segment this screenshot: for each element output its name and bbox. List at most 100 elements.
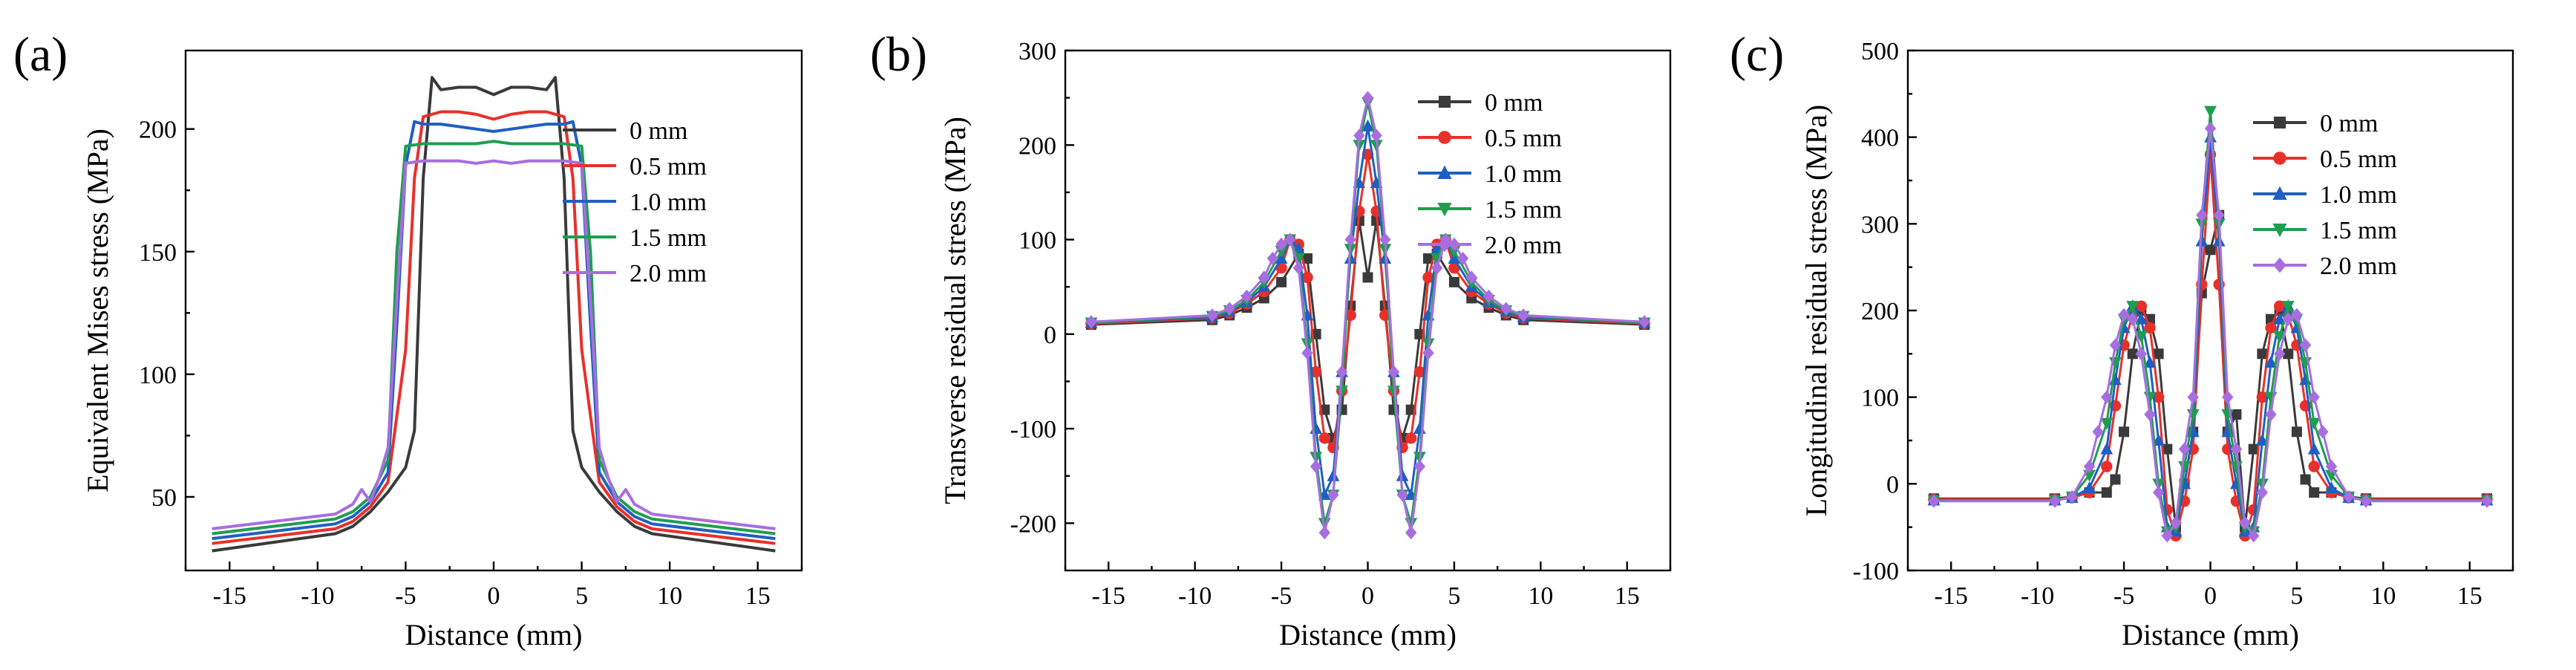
data-point (2281, 301, 2295, 313)
data-point (2134, 331, 2148, 344)
data-point (1362, 272, 1373, 283)
data-point (1310, 366, 1322, 378)
series-2-0-mm (1085, 91, 1650, 540)
series-line (212, 76, 776, 553)
data-point (2308, 461, 2320, 472)
data-point (1327, 469, 1340, 481)
x-tick-label: -10 (2021, 582, 2054, 610)
legend-marker (2272, 224, 2287, 238)
data-point (2187, 390, 2199, 404)
data-point (1301, 346, 1313, 360)
data-point (2222, 390, 2234, 404)
data-point (2092, 425, 2104, 439)
legend-marker (1438, 131, 1451, 144)
data-point (1422, 346, 1434, 360)
data-point (2144, 322, 2156, 334)
legend-marker (2273, 257, 2286, 273)
legend-label: 2.0 mm (1485, 232, 1562, 259)
series-1-5-mm (1085, 97, 1651, 530)
legend-marker (1437, 165, 1452, 179)
x-tick-label: 5 (1448, 582, 1460, 610)
x-axis-title: Distance (mm) (2122, 618, 2299, 651)
data-point (2118, 308, 2130, 322)
data-point (1206, 308, 1218, 322)
x-tick-label: 0 (1361, 582, 1374, 610)
x-tick-label: -10 (1178, 582, 1212, 610)
data-point (2144, 407, 2156, 422)
series-2-0-mm (1928, 121, 2493, 543)
data-point (2282, 312, 2294, 326)
y-tick-label: 0 (1886, 471, 1899, 498)
data-point (1457, 251, 1469, 266)
data-point (1292, 261, 1305, 275)
data-point (1413, 459, 1426, 474)
data-point (1500, 302, 1512, 316)
data-point (2134, 312, 2148, 325)
data-point (2308, 390, 2320, 404)
data-point (1276, 276, 1287, 287)
data-point (2161, 529, 2173, 543)
data-point (2135, 300, 2148, 312)
data-point (2153, 348, 2164, 360)
data-point (1361, 91, 1374, 105)
legend-label: 2.0 mm (630, 260, 707, 287)
series-1-0-mm (212, 120, 776, 541)
data-point (2325, 481, 2338, 494)
data-point (2127, 348, 2138, 360)
series-line (1933, 214, 2488, 529)
y-tick-label: 300 (1019, 38, 1056, 65)
x-tick-label: 10 (657, 582, 682, 610)
data-point (2273, 300, 2286, 312)
series-1-0-mm (1085, 119, 1651, 501)
data-point (2309, 487, 2320, 498)
y-tick-label: -100 (1853, 558, 1899, 585)
series-0-mm (212, 76, 776, 553)
data-point (2162, 443, 2173, 455)
data-point (2307, 442, 2321, 455)
legend-label: 0.5 mm (630, 153, 707, 180)
data-point (2083, 481, 2096, 494)
data-point (2101, 487, 2112, 498)
data-point (2101, 461, 2113, 472)
x-tick-label: 0 (2204, 582, 2217, 610)
data-point (2170, 515, 2182, 530)
x-tick-label: 5 (575, 582, 588, 610)
data-point (1318, 432, 1330, 444)
series-line (1933, 110, 2488, 533)
data-point (1448, 276, 1459, 287)
series-line (212, 120, 776, 541)
data-point (1465, 270, 1477, 284)
data-point (1275, 237, 1287, 252)
data-point (2152, 391, 2165, 403)
data-point (1448, 251, 1461, 264)
data-point (2110, 474, 2121, 485)
data-point (1422, 271, 1434, 284)
data-point (2256, 391, 2269, 403)
data-point (1301, 271, 1313, 284)
data-point (2291, 426, 2302, 438)
data-point (1258, 270, 1270, 284)
data-point (2100, 442, 2114, 455)
y-axis-title: Equivalent Mises stress (MPa) (81, 129, 114, 492)
data-point (2257, 348, 2268, 360)
y-tick-label: 200 (139, 117, 177, 144)
data-point (2204, 121, 2217, 136)
y-tick-label: 200 (1019, 132, 1056, 160)
series-0-mm (1085, 215, 1650, 443)
data-point (2317, 425, 2329, 439)
y-tick-label: -200 (1010, 510, 1056, 538)
data-point (1336, 365, 1348, 379)
legend-label: 0 mm (2320, 110, 2378, 137)
data-point (2205, 244, 2216, 256)
data-point (1370, 129, 1382, 143)
panel-label: (c) (1730, 27, 1784, 82)
data-point (2360, 494, 2372, 508)
data-point (1327, 488, 1339, 502)
legend-label: 0.5 mm (2320, 146, 2397, 173)
data-point (2231, 409, 2242, 420)
data-point (2135, 347, 2148, 361)
y-tick-label: 100 (139, 362, 177, 389)
data-point (2273, 312, 2286, 325)
panel-label: (a) (13, 27, 68, 82)
